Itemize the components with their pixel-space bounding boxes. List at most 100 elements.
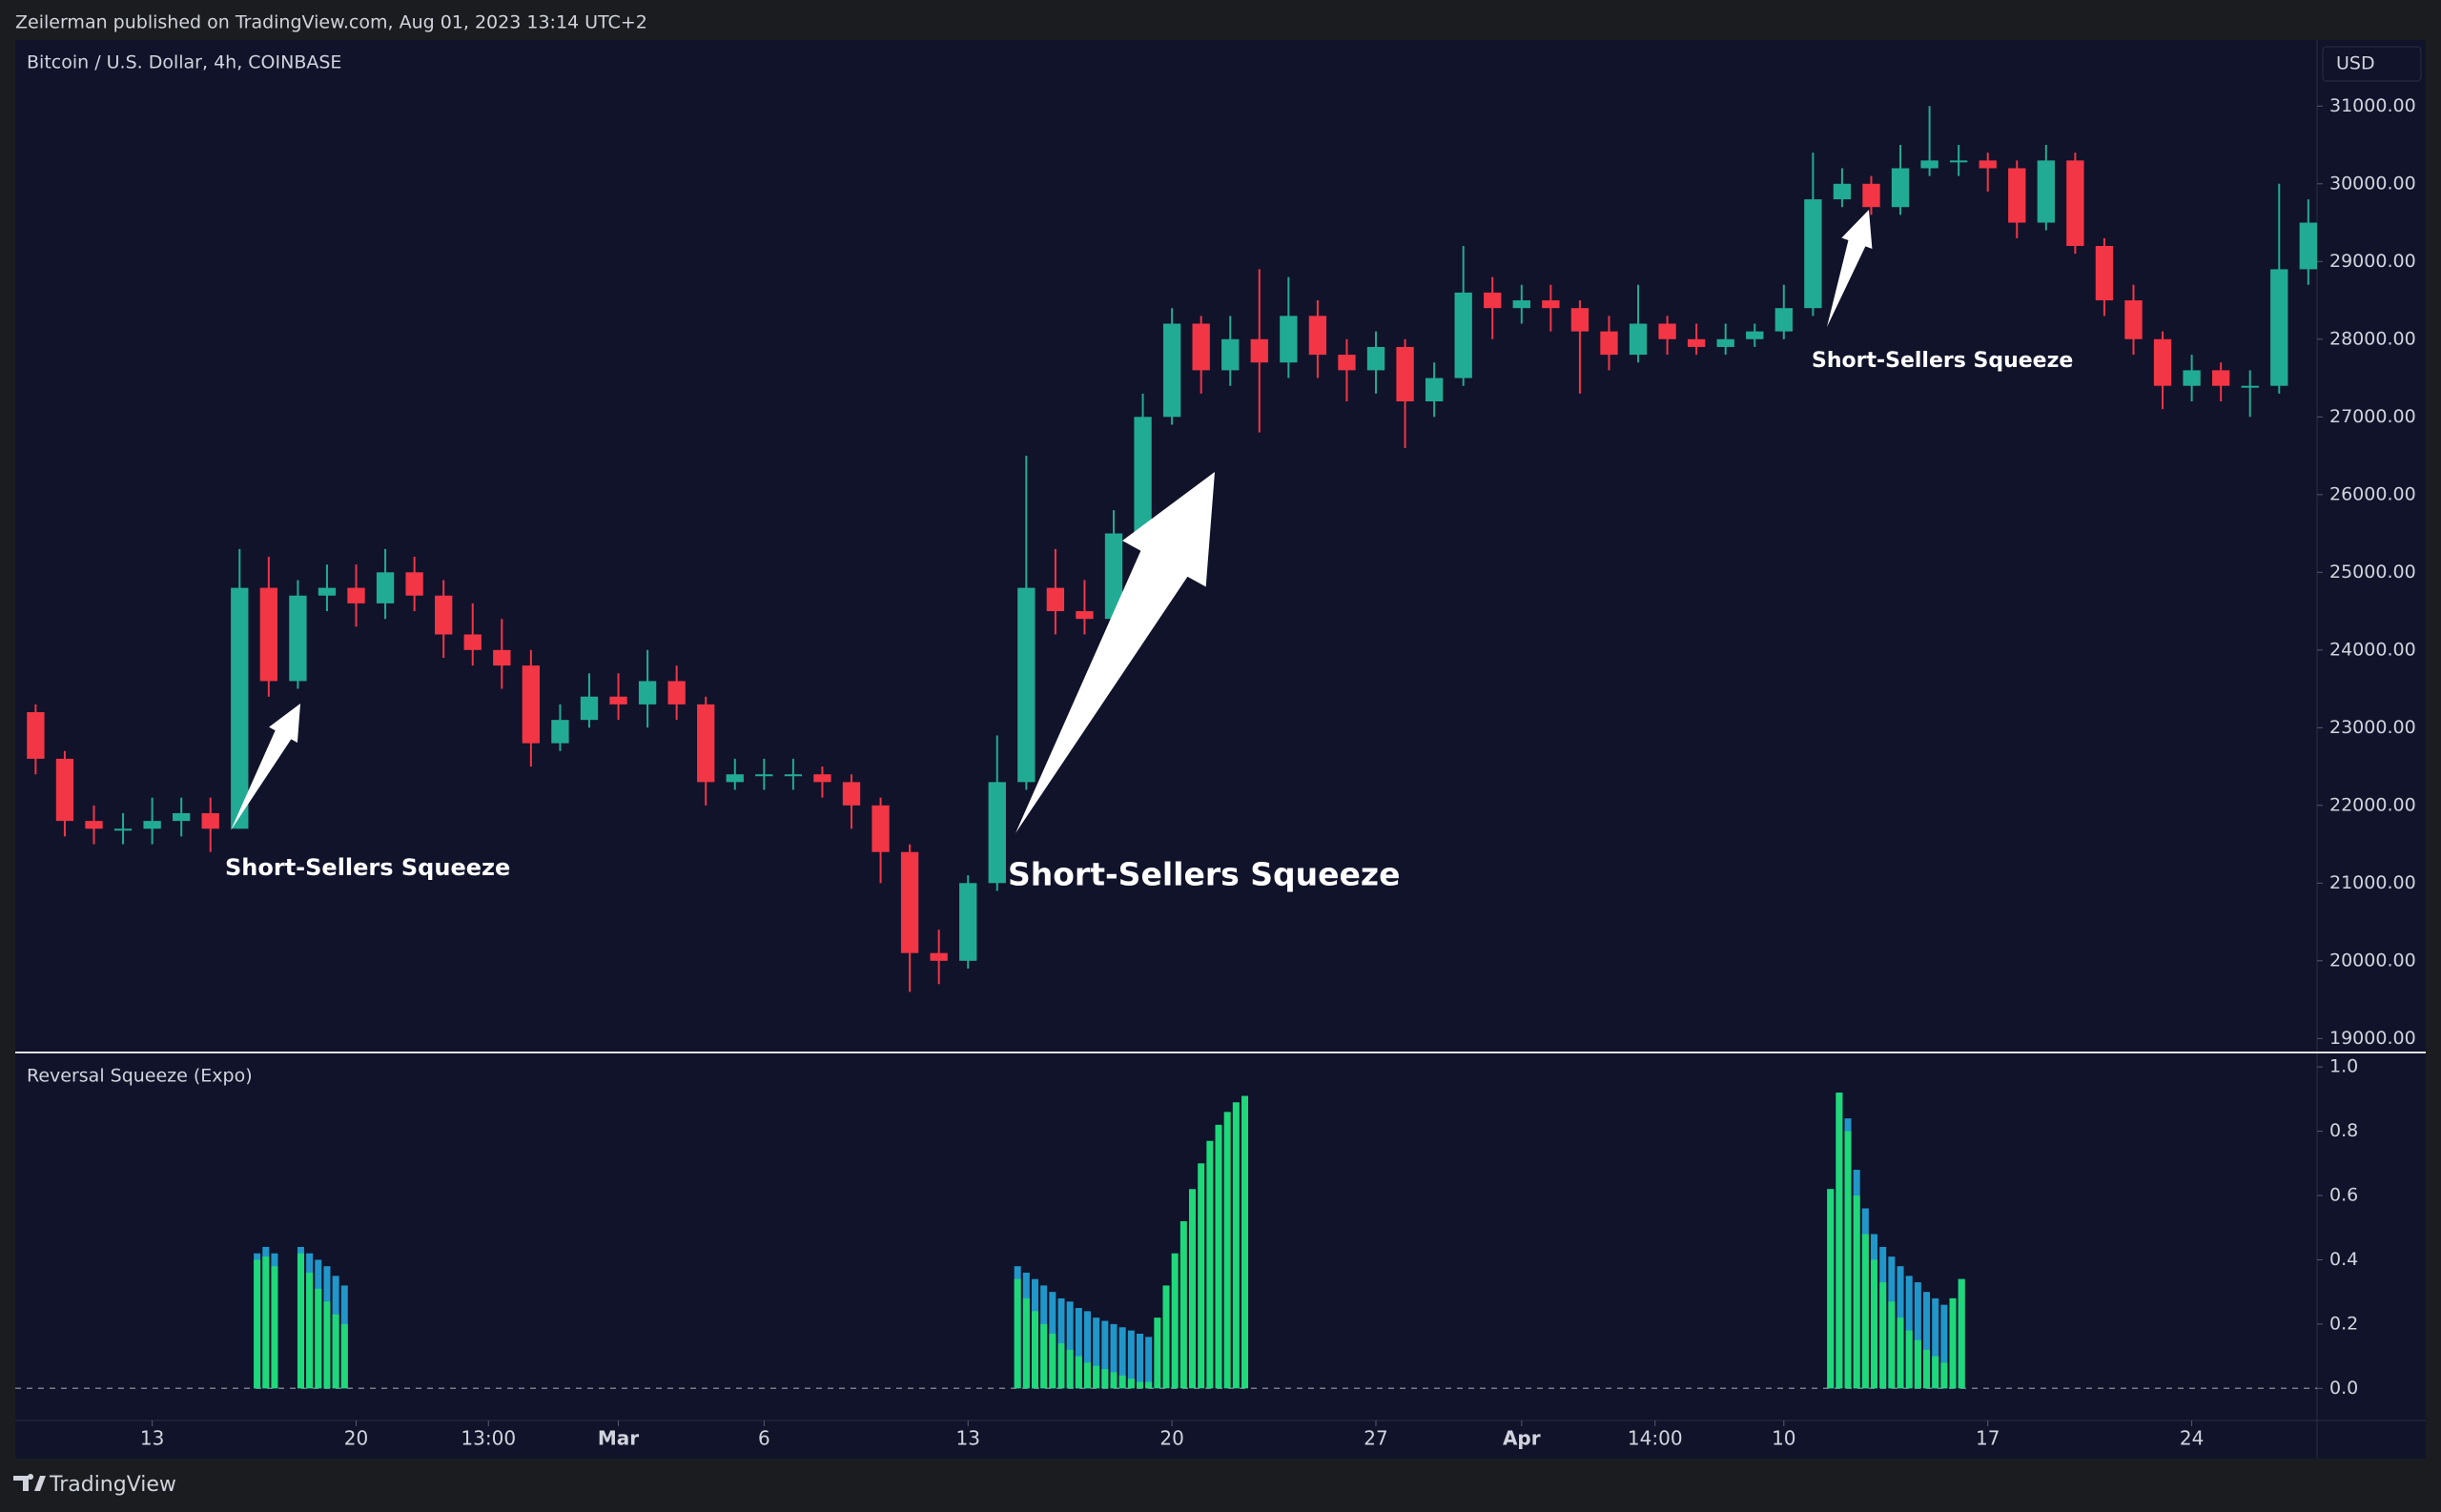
candle-body: [376, 572, 395, 603]
histogram-bar: [315, 1288, 322, 1389]
x-tick-label: 17: [1976, 1427, 2000, 1450]
candle-body: [580, 696, 599, 721]
histogram-bar: [1241, 1095, 1249, 1389]
candle-body: [900, 851, 919, 953]
candle-body: [551, 720, 569, 744]
logo-icon: [13, 1474, 46, 1491]
histogram-bar: [1127, 1379, 1135, 1389]
histogram-bar: [1093, 1318, 1100, 1389]
candle-body: [697, 704, 715, 783]
y-tick-label: 26000.00: [2329, 483, 2416, 504]
histogram-bar: [1093, 1365, 1100, 1389]
candle-body: [1192, 323, 1210, 371]
candle-body: [1308, 316, 1327, 356]
candle-body: [2241, 385, 2259, 388]
histogram-bar: [1049, 1333, 1056, 1389]
candle-body: [1454, 292, 1472, 378]
histogram-bar: [1014, 1278, 1021, 1389]
histogram-bar: [1083, 1362, 1091, 1389]
candle-body: [289, 595, 307, 682]
histogram-bar: [1861, 1234, 1869, 1389]
candle-body: [872, 805, 890, 852]
candle-body: [1629, 323, 1648, 356]
candle-body: [1833, 183, 1852, 200]
histogram-bar: [1110, 1372, 1118, 1389]
histogram-bar: [1215, 1124, 1222, 1389]
candle-body: [1920, 160, 1938, 169]
y-tick-label: 0.4: [2329, 1249, 2358, 1270]
histogram-bar: [1075, 1356, 1082, 1389]
histogram-bar: [1897, 1318, 1904, 1389]
candle-body: [842, 782, 861, 806]
histogram-bar: [1136, 1333, 1143, 1389]
histogram-bar: [1118, 1327, 1126, 1389]
publish-header: Zeilerman published on TradingView.com, …: [15, 12, 647, 33]
y-tick-label: 28000.00: [2329, 328, 2416, 349]
x-tick-label: 10: [1772, 1427, 1795, 1450]
candle-body: [1658, 323, 1676, 339]
histogram-bar: [262, 1257, 270, 1389]
y-tick-label: 22000.00: [2329, 794, 2416, 815]
candle-body: [813, 774, 831, 783]
candle-body: [755, 774, 773, 777]
currency-button[interactable]: [2322, 46, 2422, 82]
candle-body: [259, 587, 278, 682]
y-tick-label: 0.6: [2329, 1185, 2358, 1206]
candle-body: [1221, 338, 1240, 371]
x-tick-label: 27: [1364, 1427, 1387, 1450]
x-tick-label: Apr: [1503, 1427, 1541, 1450]
symbol-title: Bitcoin / U.S. Dollar, 4h, COINBASE: [27, 52, 341, 73]
histogram-bar: [1127, 1330, 1135, 1389]
histogram-bar: [340, 1323, 348, 1389]
y-tick-label: 31000.00: [2329, 95, 2416, 116]
y-tick-label: 25000.00: [2329, 562, 2416, 582]
y-tick-label: 27000.00: [2329, 406, 2416, 427]
candle-body: [2095, 245, 2114, 301]
histogram-bar: [297, 1253, 304, 1389]
candle-body: [113, 828, 133, 831]
histogram-bar: [1827, 1189, 1835, 1389]
x-tick-label: 14:00: [1628, 1427, 1683, 1450]
histogram-bar: [1031, 1311, 1038, 1389]
annotation-arrow: [231, 704, 300, 830]
currency-label: USD: [2336, 53, 2375, 74]
histogram-bar: [1145, 1337, 1153, 1389]
y-tick-label: 20000.00: [2329, 950, 2416, 971]
candle-body: [143, 821, 161, 829]
annotation-label: Short-Sellers Squeeze: [225, 854, 510, 881]
candle-body: [1425, 378, 1444, 401]
candle-body: [638, 681, 657, 705]
candle-body: [2153, 338, 2172, 386]
histogram-bar: [1118, 1375, 1126, 1389]
y-tick-label: 0.0: [2329, 1378, 2358, 1399]
candle-body: [1134, 417, 1152, 534]
histogram-bar: [1958, 1278, 1965, 1389]
indicator-title: Reversal Squeeze (Expo): [27, 1066, 253, 1087]
histogram-bar: [1888, 1301, 1896, 1389]
candle-body: [1542, 300, 1560, 309]
candle-body: [1366, 346, 1385, 371]
candle-body: [667, 681, 686, 705]
x-tick-label: 20: [344, 1427, 368, 1450]
candle-body: [231, 587, 249, 829]
candle-body: [726, 774, 744, 783]
candle-body: [1600, 331, 1618, 356]
histogram-bar: [1914, 1282, 1921, 1389]
candle-body: [1104, 533, 1123, 620]
candle-body: [347, 587, 365, 603]
histogram-bar: [1879, 1282, 1887, 1389]
candle-body: [1949, 160, 1968, 163]
histogram-bar: [1232, 1102, 1240, 1389]
histogram-bar: [1066, 1301, 1074, 1389]
y-tick-label: 23000.00: [2329, 717, 2416, 738]
x-tick-label: 24: [2180, 1427, 2204, 1450]
candle-body: [784, 774, 803, 777]
histogram-bar: [1154, 1318, 1161, 1389]
histogram-bar: [1940, 1362, 1948, 1389]
histogram-bar: [1189, 1189, 1197, 1389]
candle-body: [959, 883, 977, 961]
x-tick-label: 13: [955, 1427, 979, 1450]
histogram-bar: [1940, 1304, 1948, 1389]
candle-body: [2183, 370, 2201, 386]
